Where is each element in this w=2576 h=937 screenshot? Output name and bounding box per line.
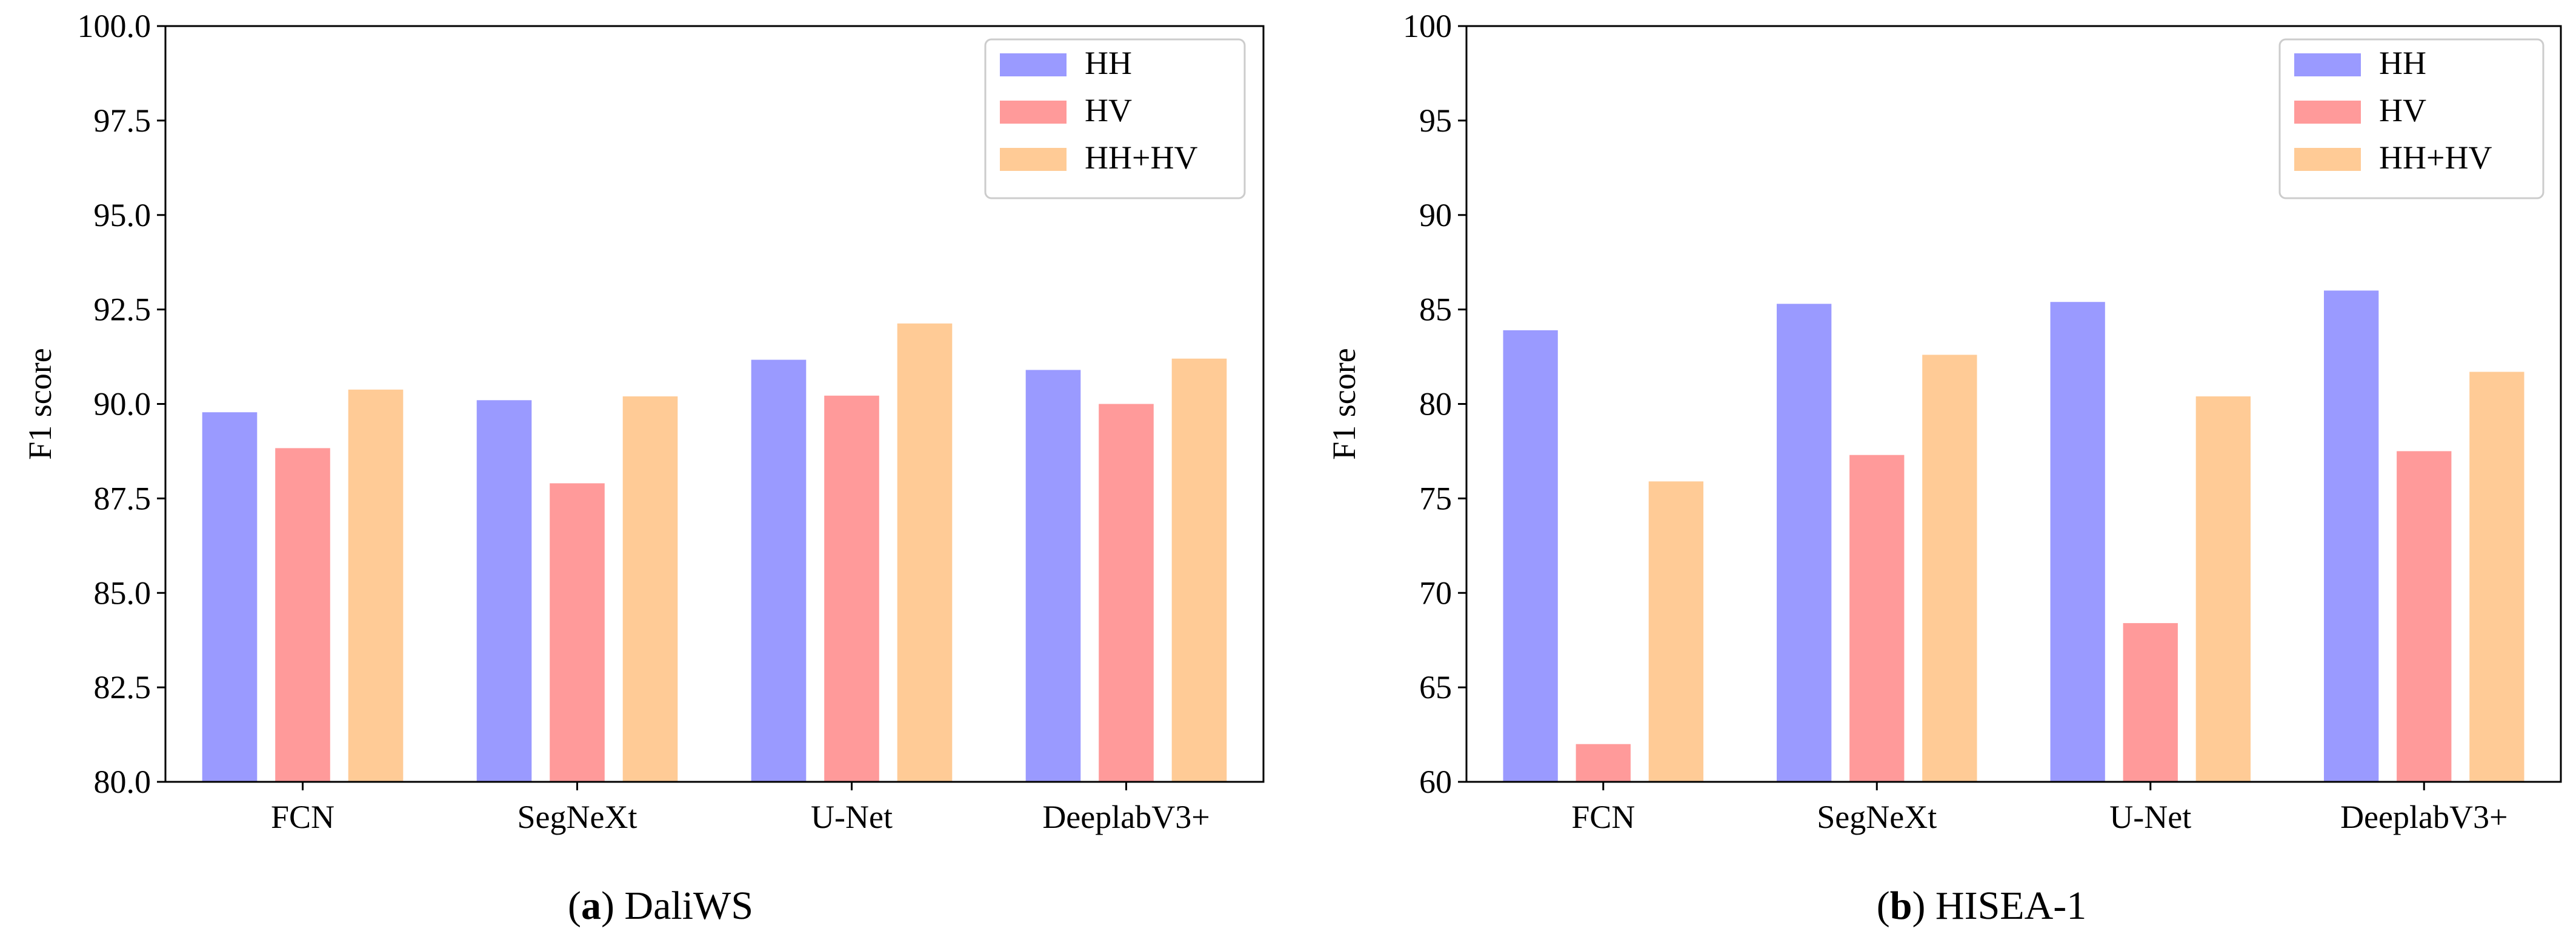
legend-swatch-hh <box>2294 53 2361 76</box>
legend-swatch-hh <box>1000 53 1067 76</box>
y-tick-label: 85.0 <box>94 575 151 611</box>
panel-a: 80.0 82.5 85.0 87.5 90.0 92.5 95.0 97.5 100.0 FCN… <box>22 8 1265 928</box>
legend-swatch-hv <box>2294 101 2361 124</box>
y-tick-label: 90 <box>1419 197 1452 233</box>
legend: HH HV HH+HV <box>2278 38 2544 199</box>
x-tick-label: SegNeXt <box>1817 799 1937 835</box>
bar-hv-deeplabv3-plus <box>2397 451 2452 782</box>
bar-hv-deeplabv3-plus <box>1099 404 1154 782</box>
legend-label: HH+HV <box>2379 139 2492 176</box>
panel-caption: (b) HISEA-1 <box>1877 884 2087 928</box>
bar-hv-segnext <box>550 483 605 782</box>
bar-hh-plus-hv-fcn <box>1648 481 1703 782</box>
y-tick-label: 75 <box>1419 480 1452 516</box>
y-tick-label: 80 <box>1419 386 1452 422</box>
y-tick-label: 82.5 <box>94 669 151 705</box>
bar-hv-u-net <box>824 395 879 782</box>
legend-label: HH <box>2379 45 2426 81</box>
bar-hh-plus-hv-fcn <box>348 389 404 782</box>
y-tick-label: 97.5 <box>94 102 151 139</box>
bar-hv-u-net <box>2123 623 2178 782</box>
bar-hh-u-net <box>751 359 807 782</box>
legend-swatch-hv <box>1000 101 1067 124</box>
y-tick-label: 95.0 <box>94 197 151 233</box>
bar-hh-plus-hv-u-net <box>897 323 953 782</box>
y-tick-label: 95 <box>1419 102 1452 139</box>
legend-label: HV <box>2379 92 2426 128</box>
x-tick-label: DeeplabV3+ <box>2340 799 2508 835</box>
legend-swatch-hh-plus-hv <box>2294 148 2361 171</box>
y-tick-label: 70 <box>1419 575 1452 611</box>
x-tick-label: DeeplabV3+ <box>1042 799 1210 835</box>
bar-hh-deeplabv3-plus <box>2324 290 2379 782</box>
bar-hh-u-net <box>2050 302 2105 782</box>
x-tick-label: FCN <box>271 799 334 835</box>
y-tick-label: 80.0 <box>94 764 151 800</box>
bar-hh-plus-hv-segnext <box>1922 355 1977 782</box>
y-tick-label: 60 <box>1419 764 1452 800</box>
x-tick-label: U-Net <box>811 799 893 835</box>
x-tick-label: U-Net <box>2109 799 2191 835</box>
y-tick-label: 90.0 <box>94 386 151 422</box>
x-tick-label: FCN <box>1571 799 1635 835</box>
y-tick-label: 85 <box>1419 292 1452 328</box>
x-tick-label: SegNeXt <box>518 799 637 835</box>
y-axis-label: F1 score <box>1326 348 1362 459</box>
y-tick-label: 65 <box>1419 669 1452 705</box>
bar-hh-plus-hv-u-net <box>2195 396 2251 782</box>
y-tick-label: 100.0 <box>78 8 151 44</box>
bar-hv-fcn <box>1576 744 1631 782</box>
legend-label: HH+HV <box>1085 139 1197 176</box>
y-tick-label: 87.5 <box>94 480 151 516</box>
bar-hh-plus-hv-segnext <box>622 396 678 782</box>
bar-hh-segnext <box>476 400 532 782</box>
legend-swatch-hh-plus-hv <box>1000 148 1067 171</box>
panel-b: 60 65 70 75 80 85 90 95 100 FCN SegNeXt U-Net Deepla… <box>1326 8 2562 928</box>
bar-hh-plus-hv-deeplabv3-plus <box>1171 358 1227 782</box>
y-tick-label: 100 <box>1403 8 1452 44</box>
bar-hv-segnext <box>1849 455 1905 782</box>
legend: HH HV HH+HV <box>984 38 1246 199</box>
bar-hh-segnext <box>1777 304 1832 782</box>
bar-hh-fcn <box>202 412 258 782</box>
bar-hh-deeplabv3-plus <box>1025 370 1081 782</box>
bar-hv-fcn <box>275 448 330 782</box>
y-axis-label: F1 score <box>22 348 58 459</box>
bar-hh-fcn <box>1503 330 1558 782</box>
panel-caption: (a) DaliWS <box>568 884 753 928</box>
bar-hh-plus-hv-deeplabv3-plus <box>2469 372 2524 782</box>
legend-label: HH <box>1085 45 1132 81</box>
y-tick-label: 92.5 <box>94 292 151 328</box>
legend-label: HV <box>1085 92 1132 128</box>
